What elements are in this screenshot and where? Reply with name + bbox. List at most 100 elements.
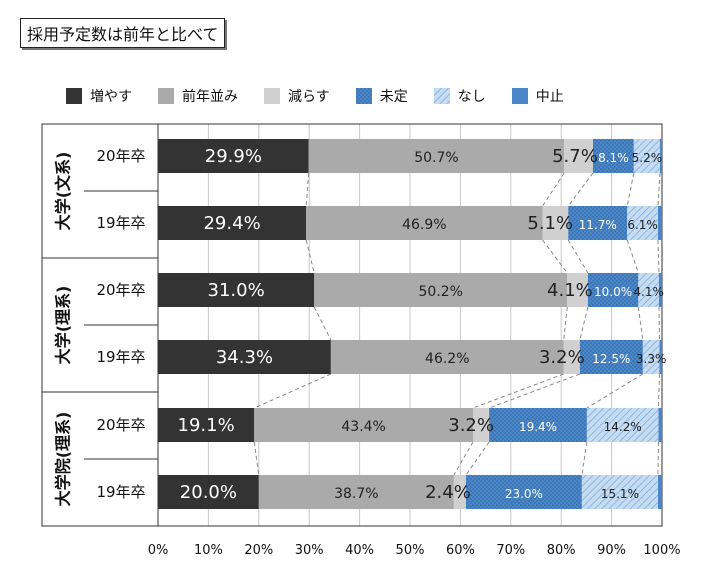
series-connector [626,239,639,274]
legend-swatch [433,88,450,104]
data-label: 34.3% [216,347,273,368]
data-label: 19.4% [519,420,557,434]
data-label: 5.7% [552,146,598,167]
bar-segment [581,475,658,509]
legend-swatch [264,88,280,104]
data-label: 19.1% [178,415,235,436]
legend-swatch-rect [66,88,82,104]
bar-segment [158,408,255,442]
bar-segment [642,340,660,374]
series-connector [657,373,660,409]
x-tick-label: 50% [396,543,425,558]
row-label: 20年卒 [96,147,145,165]
bar-segment [586,408,659,442]
legend-item-0: 増やす [66,86,132,106]
bar-segment [587,273,639,307]
data-label: 20.0% [180,482,237,503]
legend-swatch-rect [158,88,174,104]
x-tick-label: 40% [345,543,374,558]
x-tick-label: 90% [597,543,626,558]
bar-segment [633,139,660,173]
x-tick-label: 100% [643,543,680,558]
legend-swatch [511,88,528,104]
legend-swatch [158,88,174,104]
chart-title: 採用予定数は前年と比べて [20,18,226,48]
row-label: 20年卒 [96,281,145,299]
data-label: 29.9% [205,146,262,167]
series-connector [567,172,594,207]
legend-swatch-rect [355,88,372,104]
series-connector [542,239,568,274]
data-label: 46.9% [402,217,446,233]
bar-segment [308,139,565,173]
legend-label: 増やす [90,89,132,105]
data-label: 8.1% [598,151,629,165]
row-label: 19年卒 [96,348,145,366]
series-connector [657,441,659,476]
series-connector [465,441,490,476]
data-label: 15.1% [601,487,639,501]
plot-frame [41,123,663,527]
series-connector [579,306,589,341]
series-connector [254,373,332,409]
x-tick-label: 60% [446,543,475,558]
x-tick-label: 70% [496,543,525,558]
data-label: 3.2% [539,347,585,368]
bar-segment [627,206,658,240]
series-connector [253,441,260,476]
data-label: 4.1% [547,280,593,301]
bar-segment [638,273,659,307]
series-connector [586,373,644,409]
bar-segment [564,139,593,173]
x-tick-label: 0% [148,543,169,558]
bar-segment [473,408,490,442]
row-label: 20年卒 [96,416,145,434]
bar-segment [568,206,628,240]
bar-segment [592,139,634,173]
series-connector [488,373,581,409]
bar-segment [330,340,564,374]
series-connector [563,306,568,341]
group-label: 大学(理系) [54,286,73,365]
data-label: 11.7% [579,218,617,232]
data-label: 29.4% [203,213,260,234]
series-connector [305,172,310,207]
series-connector [657,239,660,274]
series-connector [581,441,588,476]
legend-swatch [355,88,372,104]
series-connector [305,239,315,274]
bar-segment [658,273,662,307]
legend-label: 減らす [288,89,330,105]
data-label: 6.1% [627,218,658,232]
data-label: 3.2% [448,415,494,436]
legend-label: 未定 [379,89,408,105]
legend-item-2: 減らす [264,86,330,106]
bar-segment [657,206,662,240]
legend: 増やす 前年並み 減らす 未定 なし 中止 [66,86,590,106]
bar-segment [659,139,662,173]
bar-segment [158,206,307,240]
data-label: 31.0% [208,280,265,301]
bar-segment [657,475,662,509]
legend-swatch-rect [511,88,528,104]
bar-segment [258,475,454,509]
series-connector [658,306,660,341]
data-label: 2.4% [425,482,471,503]
data-label: 50.2% [419,284,463,300]
series-connector [567,239,589,274]
data-label: 46.2% [425,351,469,367]
bar-segment [158,340,331,374]
data-label: 14.2% [604,420,642,434]
bar-segment [659,340,662,374]
bar-segment [563,340,580,374]
data-label: 4.1% [633,285,664,299]
data-label: 50.7% [414,150,458,166]
bar-segment [579,340,643,374]
group-label: 大学院(理系) [54,412,73,507]
legend-item-1: 前年並み [158,86,238,106]
legend-item-4: なし [433,86,486,106]
bar-segment [465,475,582,509]
data-label: 5.2% [632,151,663,165]
legend-item-3: 未定 [355,86,408,106]
